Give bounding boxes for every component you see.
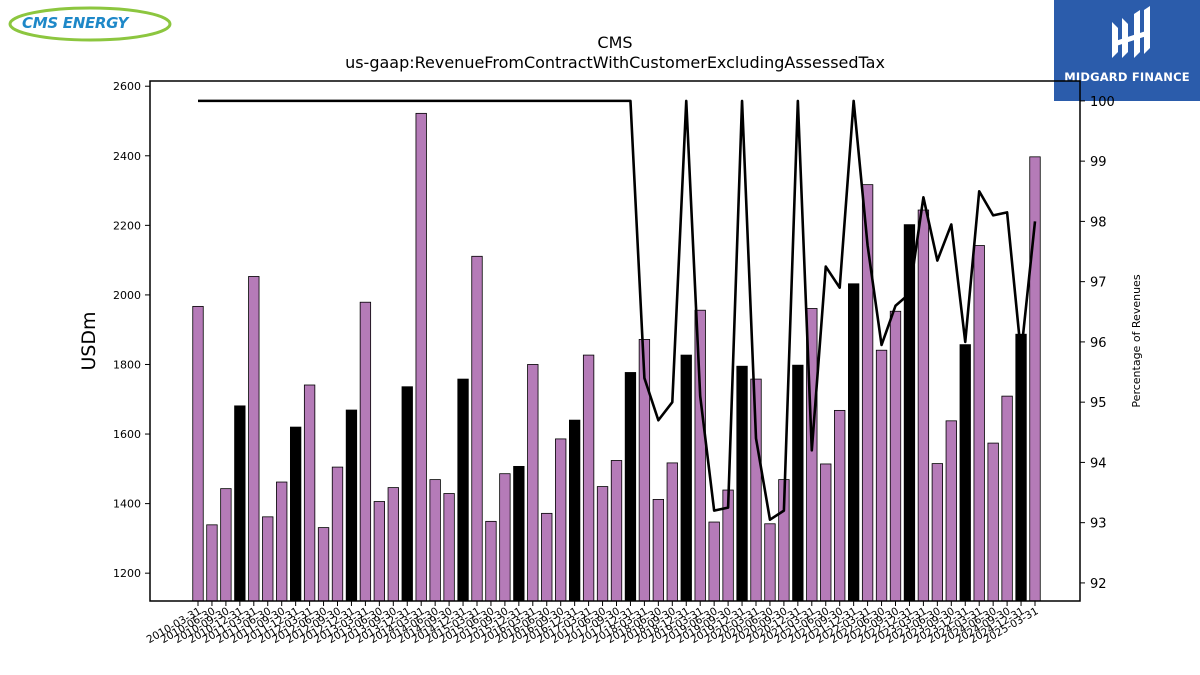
- bar-annual: [234, 405, 246, 602]
- bar-annual: [1015, 333, 1027, 602]
- bar-quarter: [443, 493, 455, 602]
- bar-annual: [401, 386, 413, 602]
- bar-quarter: [248, 276, 260, 602]
- y2-tick-label: 97: [1090, 276, 1107, 291]
- bar-annual: [848, 283, 860, 602]
- bar-annual: [959, 344, 971, 602]
- bar-quarter: [834, 409, 846, 602]
- bar-annual: [903, 224, 916, 602]
- bar-quarter: [610, 460, 623, 602]
- bar-annual: [289, 426, 302, 602]
- bar-annual: [569, 419, 581, 602]
- y2-tick-label: 96: [1090, 336, 1107, 351]
- chart-title: CMS: [597, 33, 632, 52]
- bar-quarter: [987, 442, 999, 602]
- bar-quarter: [373, 501, 386, 602]
- y2-tick-label: 100: [1090, 95, 1115, 110]
- bar-quarter: [276, 481, 288, 602]
- bar-quarter: [596, 486, 609, 602]
- bar-quarter: [555, 438, 567, 602]
- y-tick-label: 2600: [113, 80, 141, 93]
- y-tick-label: 1800: [113, 358, 141, 371]
- bar-quarter: [917, 209, 930, 602]
- bar-quarter: [945, 420, 957, 602]
- bar-quarter: [192, 305, 204, 602]
- bar-quarter: [206, 524, 218, 602]
- y2-tick-label: 98: [1090, 215, 1107, 230]
- bar-quarter: [485, 520, 497, 602]
- bar-annual: [513, 465, 525, 602]
- y-axis-label: USDm: [78, 311, 100, 370]
- chart-subtitle: us-gaap:RevenueFromContractWithCustomerE…: [345, 53, 885, 72]
- bar-quarter: [387, 487, 399, 602]
- logo-swoosh: [8, 6, 172, 42]
- bar-quarter: [931, 463, 943, 602]
- bar-annual: [457, 378, 469, 602]
- bar-quarter: [973, 245, 985, 602]
- y-tick-label: 2400: [113, 150, 141, 163]
- left-y-axis: 1200 1400 1600 1800 2000 2200 2400 2600: [113, 80, 150, 580]
- y2-tick-label: 92: [1090, 577, 1107, 592]
- bar-quarter: [764, 523, 776, 602]
- y2-tick-label: 99: [1090, 155, 1107, 170]
- bar-quarter: [694, 309, 706, 602]
- y2-tick-label: 95: [1090, 396, 1107, 411]
- bar-quarter: [820, 463, 832, 602]
- percentage-line-series: [198, 99, 1037, 521]
- bar-quarter: [262, 516, 274, 602]
- midgard-finance-logo: MIDGARD FINANCE: [1054, 0, 1200, 101]
- bar-annual: [792, 364, 804, 602]
- bar-quarter: [652, 499, 664, 602]
- y-tick-label: 2000: [113, 289, 141, 302]
- y-tick-label: 1400: [113, 498, 141, 511]
- bar-quarter: [1001, 395, 1013, 602]
- bar-quarter: [527, 364, 539, 602]
- bar-annual: [736, 365, 748, 602]
- bar-quarter: [429, 479, 441, 602]
- bar-annual: [680, 354, 692, 602]
- bar-quarter: [220, 488, 232, 602]
- bar-quarter: [889, 310, 902, 602]
- bar-quarter: [666, 462, 678, 602]
- bar-quarter: [317, 527, 330, 602]
- y-tick-label: 1600: [113, 428, 141, 441]
- bar-quarter: [541, 512, 553, 602]
- y2-tick-label: 93: [1090, 517, 1107, 532]
- cms-energy-logo: CMS ENERGY: [8, 4, 173, 44]
- plot-frame: [149, 80, 1081, 602]
- bar-quarter: [359, 301, 372, 602]
- bar-quarter: [708, 521, 720, 602]
- y-tick-label: 2200: [113, 219, 141, 232]
- right-y-axis: 92 93 94 95 96 97 98 99 100: [1080, 95, 1115, 592]
- y-tick-label: 1200: [113, 567, 141, 580]
- right-y-axis-label: Percentage of Revenues: [1130, 274, 1143, 407]
- y2-tick-label: 94: [1090, 456, 1107, 471]
- bar-quarter: [499, 473, 511, 602]
- midgard-finance-logo-text: MIDGARD FINANCE: [1064, 70, 1190, 84]
- bar-series: [192, 112, 1041, 602]
- bar-quarter: [303, 384, 316, 602]
- bar-quarter: [471, 255, 483, 602]
- midgard-emblem-icon: [1112, 6, 1150, 58]
- bar-quarter: [415, 112, 427, 602]
- bar-quarter: [875, 349, 888, 602]
- cms-energy-logo-text: CMS ENERGY: [22, 14, 129, 32]
- bar-quarter: [582, 354, 595, 602]
- bar-quarter: [331, 466, 344, 602]
- bar-annual: [624, 372, 637, 602]
- bar-annual: [345, 409, 358, 602]
- x-axis: 2010-03-312010-06-302010-09-302010-12-31…: [145, 601, 1041, 646]
- percentage-line: [198, 99, 1037, 521]
